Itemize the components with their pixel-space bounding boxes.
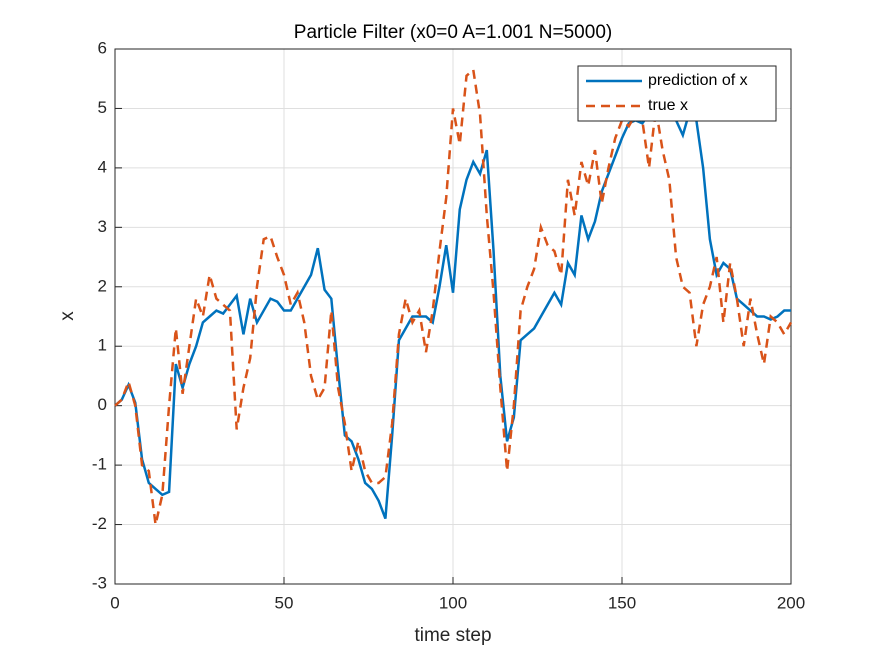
y-axis-label: x xyxy=(57,311,78,321)
x-axis-label: time step xyxy=(414,625,491,646)
y-tick-label: 0 xyxy=(98,395,107,414)
y-tick-label: 2 xyxy=(98,276,107,295)
x-tick-label: 150 xyxy=(608,593,636,612)
legend-label: true x xyxy=(648,97,688,114)
y-tick-label: 5 xyxy=(98,98,107,117)
legend-box xyxy=(577,65,777,122)
x-tick-label: 50 xyxy=(275,593,294,612)
chart-title: Particle Filter (x0=0 A=1.001 N=5000) xyxy=(294,22,612,43)
y-tick-label: 4 xyxy=(98,157,107,176)
y-tick-label: 1 xyxy=(98,336,107,355)
y-tick-label: -2 xyxy=(92,514,107,533)
x-tick-label: 100 xyxy=(439,593,467,612)
y-tick-label: 3 xyxy=(98,217,107,236)
y-tick-label: -1 xyxy=(92,455,107,474)
data-line xyxy=(114,67,793,525)
x-tick-label: 0 xyxy=(110,593,119,612)
x-tick-label: 200 xyxy=(777,593,805,612)
y-tick-label: 6 xyxy=(98,38,107,57)
y-tick-label: -3 xyxy=(92,573,107,592)
legend-label: prediction of x xyxy=(648,72,748,89)
axes-box xyxy=(114,48,792,585)
